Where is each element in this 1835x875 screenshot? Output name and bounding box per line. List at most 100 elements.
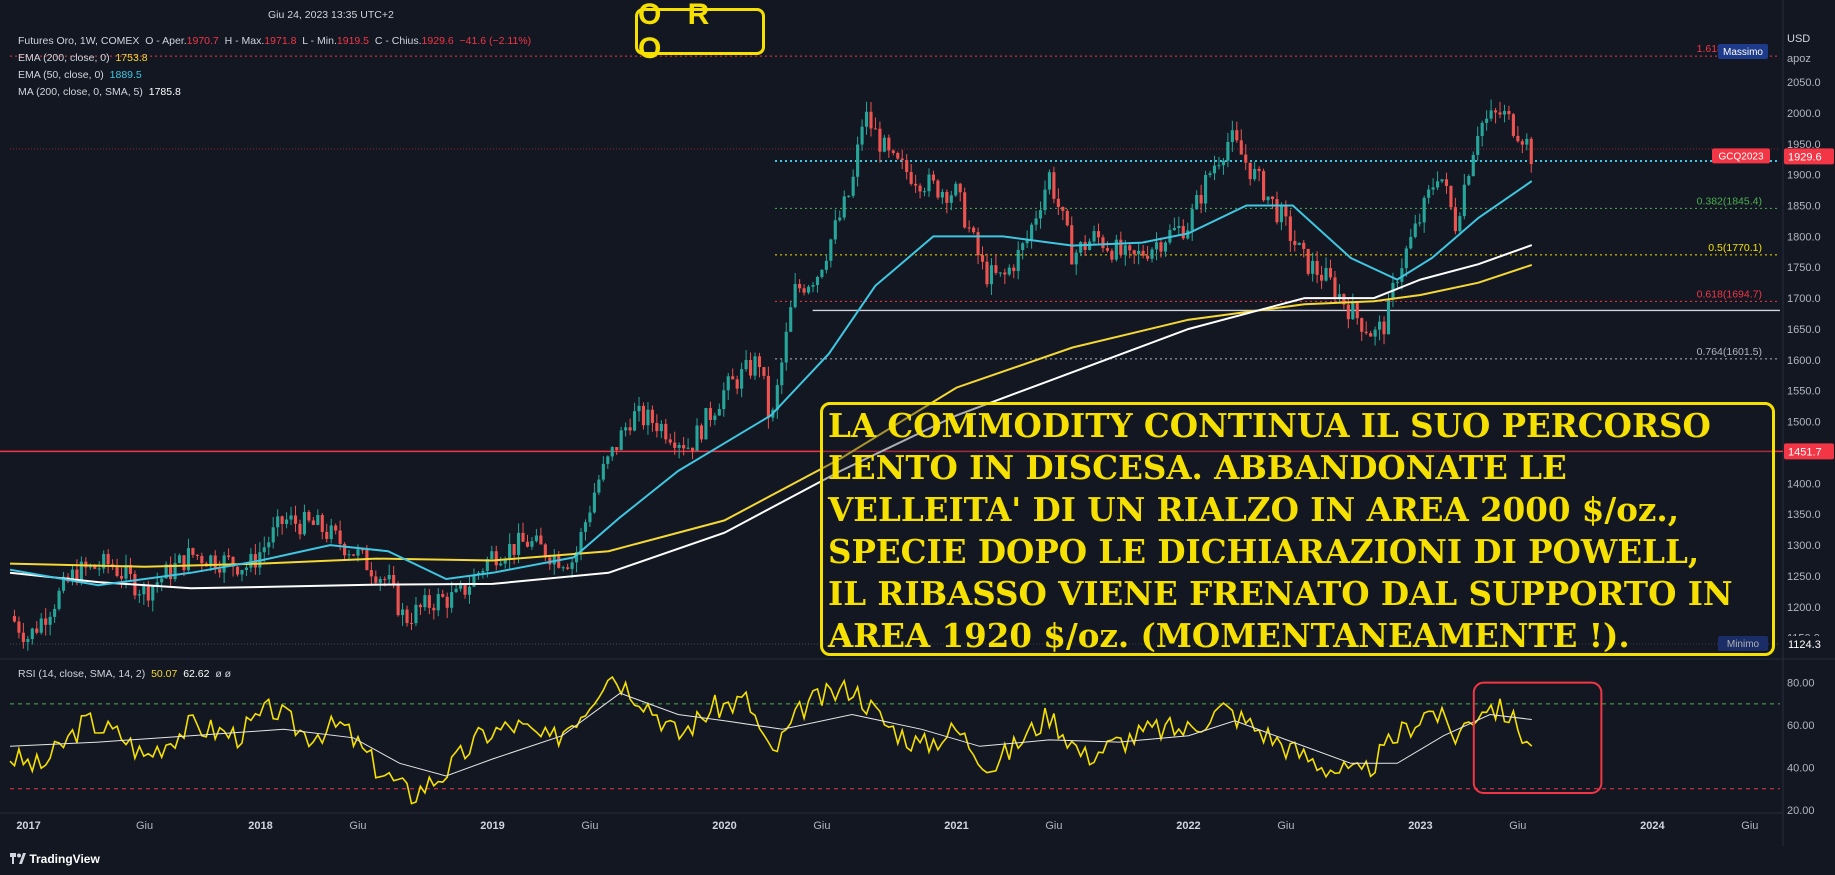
candle-body bbox=[575, 551, 579, 563]
candle-body bbox=[610, 447, 614, 457]
candle-body bbox=[467, 586, 472, 595]
candle-body bbox=[1154, 242, 1159, 250]
candle-body bbox=[583, 522, 588, 532]
candle-body bbox=[347, 554, 351, 556]
candle-body bbox=[329, 525, 333, 539]
candle-body bbox=[869, 111, 873, 129]
chart-canvas[interactable]: 1.618(2091.9)0.270.382(1845.4)0.5(1770.1… bbox=[0, 0, 1835, 846]
rsi-line bbox=[9, 675, 1533, 805]
candle-body bbox=[213, 555, 217, 570]
candle-body bbox=[316, 515, 320, 525]
candle-body bbox=[1221, 160, 1225, 166]
candle-body bbox=[285, 519, 289, 524]
rsi-pane[interactable] bbox=[9, 675, 1780, 805]
ema200-label: EMA (200, close, 0) bbox=[18, 52, 110, 64]
candle-body bbox=[1293, 240, 1297, 245]
candle-body bbox=[1163, 242, 1167, 252]
ema200-line bbox=[9, 263, 1533, 568]
candle-body bbox=[1462, 184, 1466, 217]
candle-body bbox=[1288, 216, 1292, 241]
candle-body bbox=[1052, 172, 1056, 199]
ema50-legend[interactable]: EMA (50, close, 0) 1889.5 bbox=[18, 69, 142, 81]
comment-annotation: LA COMMODITY CONTINUA IL SUO PERCORSO LE… bbox=[820, 402, 1775, 656]
ema50-value: 1889.5 bbox=[109, 69, 142, 81]
candle-body bbox=[177, 555, 182, 564]
candle-body bbox=[1489, 110, 1493, 119]
candle-body bbox=[392, 574, 396, 584]
candle-body bbox=[1061, 206, 1065, 211]
candle-body bbox=[1021, 243, 1025, 250]
close-value: 1929.6 bbox=[421, 35, 454, 47]
y-tick-label: 1700.0 bbox=[1787, 293, 1821, 305]
candle-body bbox=[119, 575, 124, 579]
candle-body bbox=[1311, 260, 1315, 274]
candle-body bbox=[1056, 198, 1060, 207]
candle-body bbox=[191, 548, 195, 555]
high-label: H - Max. bbox=[224, 35, 265, 47]
candle-body bbox=[1476, 136, 1480, 155]
y-tick-label: 1850.0 bbox=[1787, 201, 1821, 213]
candle-body bbox=[579, 531, 583, 552]
candle-body bbox=[1467, 175, 1471, 185]
candle-body bbox=[619, 430, 623, 450]
candle-body bbox=[1007, 267, 1011, 275]
x-tick-label: Giu bbox=[1045, 820, 1062, 832]
candle-body bbox=[637, 405, 641, 412]
currency-label: USD bbox=[1787, 33, 1810, 45]
candle-body bbox=[383, 578, 387, 580]
candle-body bbox=[289, 515, 293, 520]
candle-body bbox=[534, 535, 538, 542]
minimo-tag-bg bbox=[1718, 636, 1768, 651]
candle-body bbox=[690, 447, 695, 451]
candle-body bbox=[905, 160, 909, 172]
candle-body bbox=[967, 227, 971, 229]
candle-body bbox=[1453, 207, 1457, 232]
candle-body bbox=[418, 604, 422, 608]
candle-body bbox=[847, 195, 851, 197]
candle-body bbox=[1105, 248, 1110, 251]
candle-body bbox=[414, 604, 418, 624]
candle-body bbox=[39, 618, 43, 633]
ma200-legend[interactable]: MA (200, close, 0, SMA, 5) 1785.8 bbox=[18, 86, 181, 98]
fib-level-label: 0.382(1845.4) bbox=[1697, 195, 1762, 207]
candle-body bbox=[900, 158, 904, 161]
candle-body bbox=[26, 639, 30, 643]
title-annotation: O R O bbox=[635, 0, 765, 65]
x-tick-label: 2019 bbox=[480, 820, 504, 832]
candle-body bbox=[160, 578, 164, 583]
candle-body bbox=[1422, 197, 1426, 223]
candle-body bbox=[1404, 248, 1408, 269]
candle-body bbox=[1217, 165, 1221, 167]
candle-body bbox=[931, 174, 936, 181]
candle-body bbox=[61, 576, 66, 591]
tradingview-logo[interactable]: TradingView bbox=[10, 852, 100, 866]
candle-body bbox=[1128, 245, 1132, 251]
x-tick-label: Giu bbox=[1277, 820, 1294, 832]
y-tick-label: 1500.0 bbox=[1787, 417, 1821, 429]
candle-body bbox=[682, 445, 686, 449]
candle-body bbox=[1279, 206, 1283, 223]
candle-body bbox=[735, 379, 739, 389]
price-pane[interactable]: 1.618(2091.9)0.270.382(1845.4)0.5(1770.1… bbox=[0, 43, 1783, 651]
candle-body bbox=[1525, 138, 1529, 145]
candle-body bbox=[441, 594, 445, 597]
candle-body bbox=[1395, 281, 1399, 283]
candle-body bbox=[717, 409, 721, 416]
candle-body bbox=[775, 385, 779, 410]
candle-body bbox=[731, 376, 735, 380]
candle-body bbox=[601, 463, 605, 480]
candle-body bbox=[1208, 173, 1212, 176]
symbol-tag-text: GCQ2023 bbox=[1718, 151, 1763, 162]
candle-body bbox=[93, 564, 97, 569]
rsi-highlight-box bbox=[1472, 681, 1603, 795]
candle-body bbox=[195, 554, 199, 556]
candle-body bbox=[748, 360, 753, 376]
massimo-tag: Massimo bbox=[1718, 44, 1768, 59]
ema200-legend[interactable]: EMA (200, close, 0) 1753.8 bbox=[18, 52, 148, 64]
candle-body bbox=[1199, 195, 1203, 204]
rsi-legend[interactable]: RSI (14, close, SMA, 14, 2) 50.07 62.62 … bbox=[18, 668, 231, 680]
symbol-tag: GCQ2023 bbox=[1712, 148, 1770, 164]
candle-body bbox=[200, 555, 204, 564]
axis-extra-label: apoz bbox=[1787, 53, 1811, 65]
candle-body bbox=[909, 171, 913, 184]
